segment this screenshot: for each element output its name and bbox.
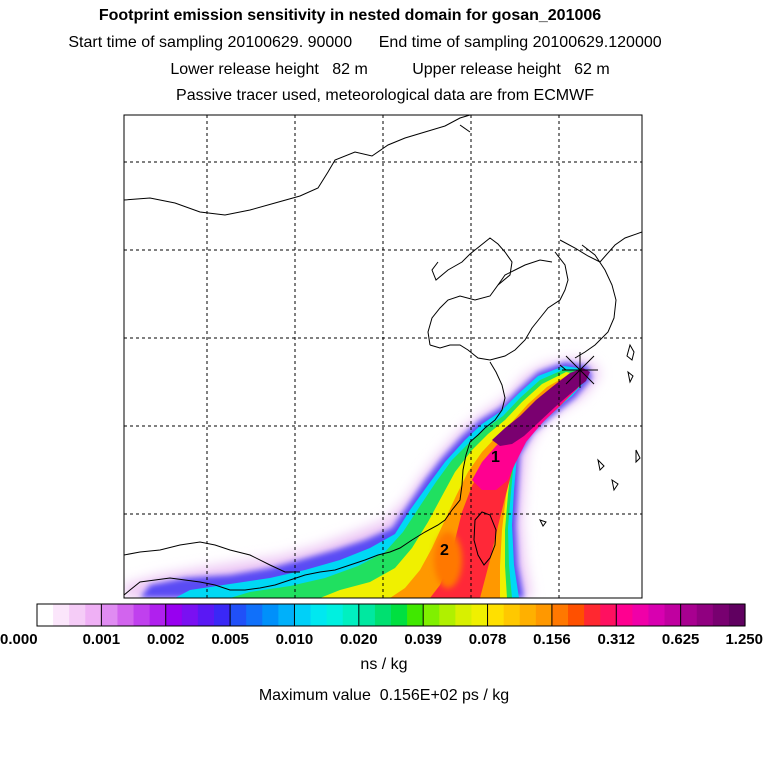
colorbar-tick-label: 0.312	[597, 631, 635, 648]
colorbar-swatch	[165, 604, 183, 626]
colorbar-tick-label: 0.005	[211, 631, 249, 648]
colorbar-swatch	[149, 604, 167, 626]
colorbar-swatch	[230, 604, 247, 626]
receptor-marker	[562, 352, 598, 388]
colorbar-swatch	[246, 604, 263, 626]
colorbar-swatch	[53, 604, 70, 626]
colorbar-tick-label: 0.625	[662, 631, 700, 648]
colorbar-tick-label: 0.000	[0, 631, 38, 648]
colorbar-swatch	[535, 604, 553, 626]
lat-lon-grid	[124, 115, 642, 598]
colorbar-swatch	[181, 604, 199, 626]
colorbar-swatch	[680, 604, 698, 626]
colorbar	[36, 603, 746, 627]
colorbar-tick-label: 0.020	[340, 631, 378, 648]
colorbar-swatch	[600, 604, 617, 626]
colorbar-tick-label: 0.039	[404, 631, 442, 648]
colorbar-swatch	[407, 604, 424, 626]
colorbar-tick-label: 0.010	[276, 631, 314, 648]
colorbar-swatch	[342, 604, 360, 626]
colorbar-unit-label: ns / kg	[360, 656, 408, 673]
colorbar-swatch	[471, 604, 489, 626]
colorbar-swatch	[664, 604, 682, 626]
release-height-line: Lower release height 82 m Upper release …	[170, 61, 610, 78]
colorbar-swatch	[632, 604, 650, 626]
colorbar-tick-label: 0.156	[533, 631, 571, 648]
colorbar-swatch	[197, 604, 215, 626]
colorbar-frame	[36, 603, 746, 627]
colorbar-swatch	[85, 604, 102, 626]
colorbar-swatch	[439, 604, 456, 626]
colorbar-swatch	[37, 604, 54, 626]
maximum-value-label: Maximum value 0.156E+02 ps / kg	[258, 687, 510, 704]
colorbar-swatch	[423, 604, 440, 626]
tracer-line: Passive tracer used, meteorological data…	[176, 87, 594, 104]
colorbar-tick-label: 0.001	[83, 631, 121, 648]
colorbar-swatch	[568, 604, 585, 626]
colorbar-tick-label: 0.002	[147, 631, 185, 648]
colorbar-swatch	[262, 604, 279, 626]
colorbar-swatch	[712, 604, 730, 626]
colorbar-tick-labels: 0.000 0.001 0.002 0.005 0.010 0.020 0.039 0.078…	[0, 631, 763, 648]
colorbar-swatch	[294, 604, 312, 626]
colorbar-swatch	[503, 604, 521, 626]
colorbar-swatch	[455, 604, 473, 626]
colorbar-swatch	[648, 604, 666, 626]
colorbar-swatch	[551, 604, 569, 626]
peak-label-1: 1	[491, 449, 500, 466]
colorbar-swatch	[728, 604, 746, 626]
colorbar-swatch	[278, 604, 296, 626]
colorbar-swatch	[391, 604, 408, 626]
plot-title: Footprint emission sensitivity in nested…	[98, 7, 602, 24]
plume-level-red	[430, 379, 580, 598]
colorbar-swatch	[584, 604, 601, 626]
colorbar-tick-label: 0.078	[469, 631, 507, 648]
sensitivity-field	[124, 358, 600, 598]
coastlines	[124, 115, 642, 596]
colorbar-swatch	[69, 604, 86, 626]
colorbar-swatch	[519, 604, 537, 626]
colorbar-swatch	[326, 604, 344, 626]
sampling-time-line: Start time of sampling 20100629. 90000 E…	[68, 34, 662, 51]
colorbar-swatch	[214, 604, 231, 626]
colorbar-swatch	[487, 604, 505, 626]
colorbar-swatch	[310, 604, 328, 626]
colorbar-swatch	[358, 604, 376, 626]
colorbar-swatch	[616, 604, 633, 626]
colorbar-tick-label: 1.250	[725, 631, 763, 648]
colorbar-swatch	[133, 604, 151, 626]
colorbar-swatch	[374, 604, 392, 626]
colorbar-swatch	[696, 604, 714, 626]
colorbar-swatch	[101, 604, 119, 626]
peak-label-2: 2	[440, 542, 449, 559]
plume-spot-2	[434, 532, 462, 588]
colorbar-swatch	[117, 604, 135, 626]
